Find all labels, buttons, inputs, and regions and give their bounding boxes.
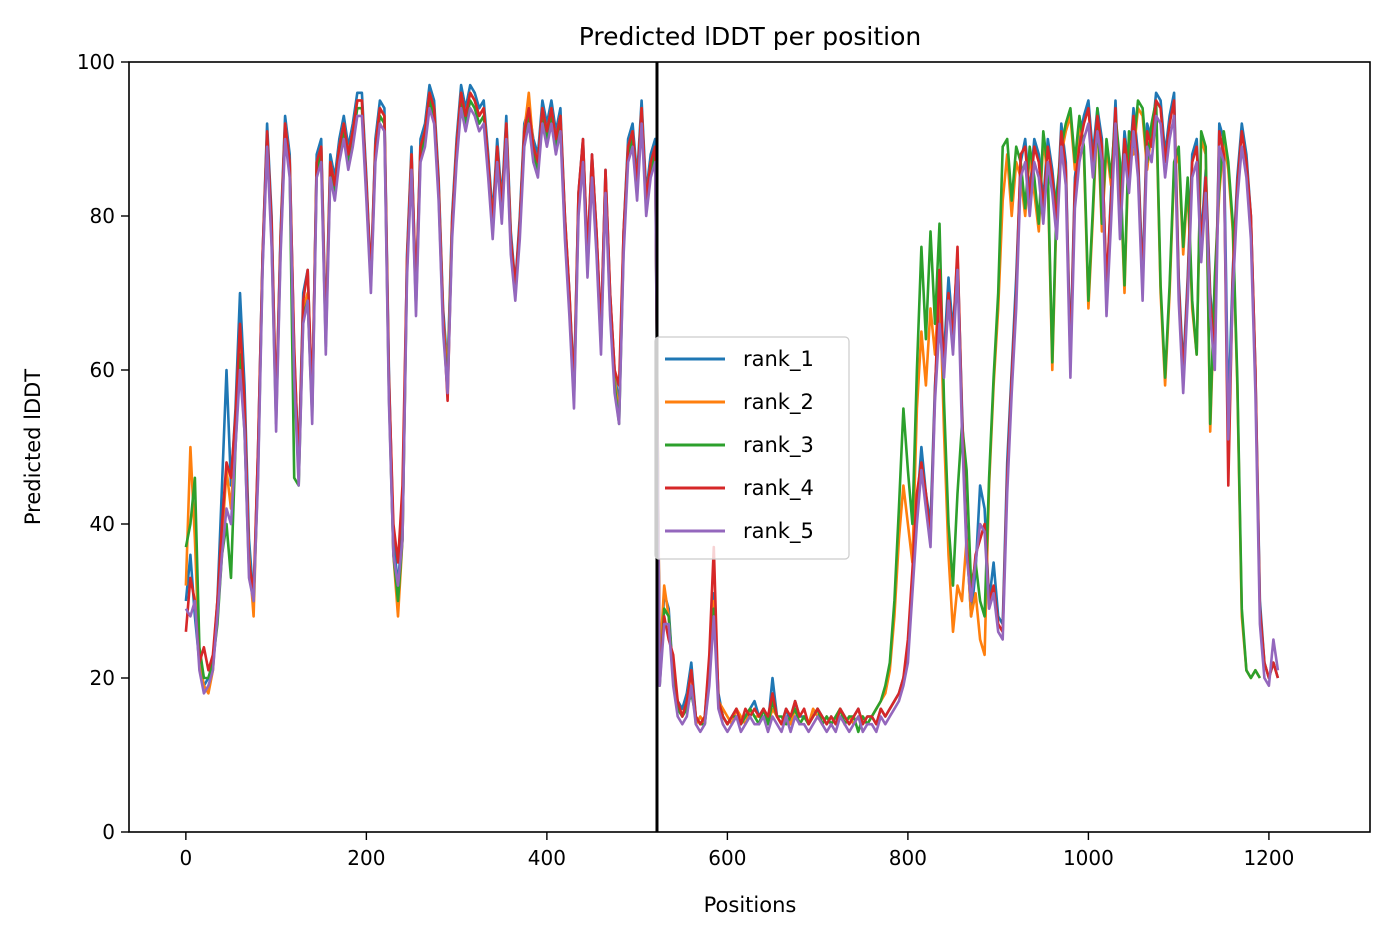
plot-frame — [128, 61, 1371, 833]
x-tick-label: 400 — [528, 846, 566, 870]
y-axis-ticks: 0 20 40 60 80 100 — [77, 50, 129, 844]
y-tick-label: 100 — [77, 50, 115, 74]
x-tick-label: 200 — [347, 846, 385, 870]
legend-label-rank-4: rank_4 — [743, 476, 814, 501]
x-axis-title: Positions — [704, 893, 797, 917]
series-line-rank-5 — [184, 106, 1280, 734]
legend: rank_1 rank_2 rank_3 rank_4 rank_5 — [654, 336, 850, 560]
x-tick-label: 0 — [179, 846, 192, 870]
x-tick-label: 600 — [708, 846, 746, 870]
legend-label-rank-5: rank_5 — [743, 519, 814, 544]
legend-label-rank-2: rank_2 — [743, 390, 814, 415]
x-tick-label: 1000 — [1063, 846, 1114, 870]
y-axis-title: Predicted lDDT — [21, 369, 45, 525]
chart-title: Predicted lDDT per position — [579, 22, 921, 51]
legend-label-rank-3: rank_3 — [743, 433, 814, 458]
y-tick-label: 80 — [90, 204, 115, 228]
series-layer — [184, 83, 1280, 734]
y-tick-label: 40 — [90, 512, 115, 536]
y-tick-label: 60 — [90, 358, 115, 382]
legend-label-rank-1: rank_1 — [743, 347, 814, 372]
y-tick-label: 0 — [102, 820, 115, 844]
x-axis-ticks: 0 200 400 600 800 1000 1200 — [179, 832, 1294, 870]
x-tick-label: 1200 — [1243, 846, 1294, 870]
legend-box — [654, 336, 850, 560]
x-tick-label: 800 — [889, 846, 927, 870]
y-tick-label: 20 — [90, 666, 115, 690]
